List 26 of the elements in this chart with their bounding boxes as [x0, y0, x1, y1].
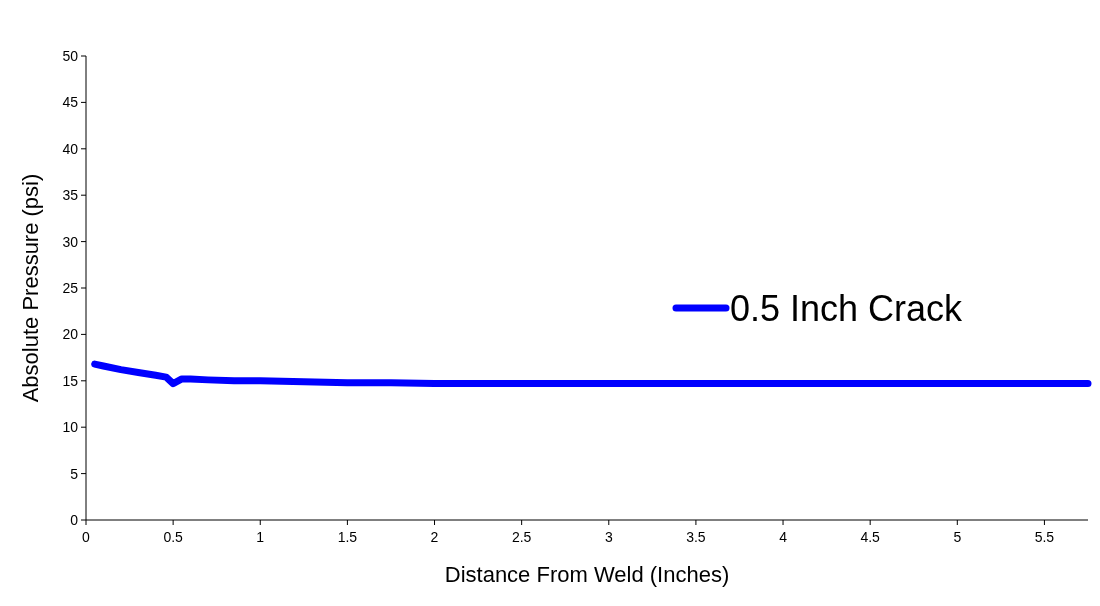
- x-axis-title: Distance From Weld (Inches): [444, 562, 730, 587]
- y-tick-label: 5: [70, 465, 79, 482]
- y-tick-label: 50: [62, 47, 79, 64]
- x-tick-label: 0: [82, 529, 91, 545]
- y-tick-label: 35: [62, 187, 79, 204]
- y-tick-label: 10: [62, 419, 79, 436]
- legend-label: 0.5 Inch Crack: [730, 287, 964, 329]
- y-tick-label: 40: [62, 140, 79, 157]
- x-tick-label: 1: [256, 529, 265, 545]
- y-tick-label: 15: [62, 372, 79, 389]
- x-tick-label: 4.5: [860, 529, 881, 545]
- y-tick-label: 20: [62, 326, 79, 343]
- y-tick-label: 0: [70, 511, 79, 528]
- y-tick-label: 25: [62, 279, 79, 296]
- x-tick-label: 5.5: [1034, 529, 1055, 545]
- x-tick-label: 4: [779, 529, 788, 545]
- x-tick-label: 3.5: [686, 529, 706, 545]
- y-axis-title: Absolute Pressure (psi): [18, 173, 43, 403]
- y-tick-label: 45: [62, 94, 79, 111]
- y-tick-label: 30: [62, 233, 79, 250]
- x-tick-label: 2: [430, 529, 439, 545]
- x-tick-label: 2.5: [511, 529, 532, 545]
- x-tick-label: 5: [953, 529, 962, 545]
- x-tick-label: 0.5: [163, 529, 184, 545]
- x-tick-label: 1.5: [337, 529, 358, 545]
- x-tick-label: 3: [604, 529, 613, 545]
